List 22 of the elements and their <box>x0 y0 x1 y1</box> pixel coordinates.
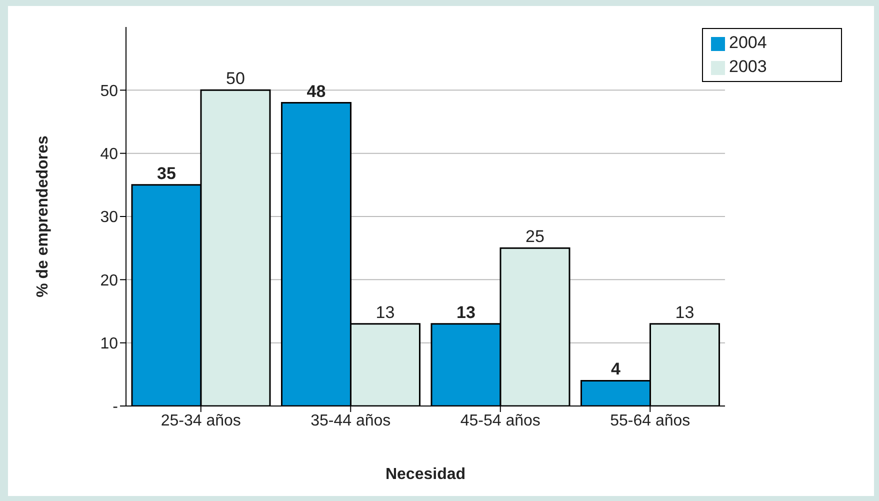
x-axis-title: Necesidad <box>385 466 466 483</box>
data-label: 13 <box>675 302 694 322</box>
data-label: 35 <box>157 164 176 183</box>
data-label: 13 <box>376 302 395 322</box>
data-label: 50 <box>226 69 245 88</box>
x-tick-label: 25-34 años <box>160 412 241 430</box>
legend-label: 2003 <box>729 57 767 76</box>
data-label: 48 <box>306 82 326 101</box>
data-label: 13 <box>456 302 476 322</box>
y-tick-label: 40 <box>100 146 118 164</box>
legend-label: 2004 <box>729 33 767 52</box>
x-tick-label: 35-44 años <box>310 412 391 430</box>
y-tick-label: - <box>112 398 118 416</box>
y-axis-title: % de emprendedores <box>34 135 52 298</box>
y-tick-label: 10 <box>100 336 118 353</box>
data-label: 4 <box>611 360 622 379</box>
data-label: 25 <box>526 227 544 246</box>
y-tick-label: 20 <box>100 272 118 290</box>
y-tick-label: 50 <box>100 82 118 100</box>
x-tick-label: 45-54 años <box>460 412 540 430</box>
x-tick-label: 55-64 años <box>610 412 690 430</box>
y-tick-label: 30 <box>100 209 118 226</box>
